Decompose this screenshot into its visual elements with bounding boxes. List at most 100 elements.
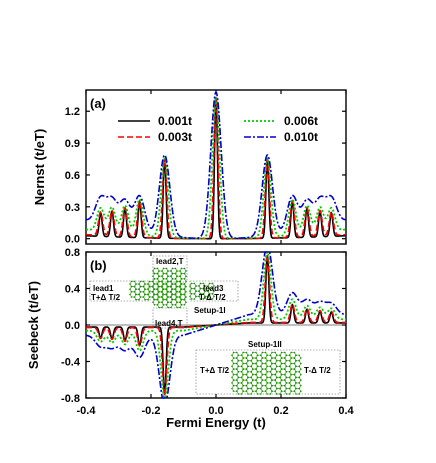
lattice-atom [274, 390, 277, 393]
lattice-atom [232, 351, 235, 354]
lattice-atom [245, 384, 248, 387]
lattice-atom [138, 283, 140, 285]
lattice-atom [180, 278, 183, 280]
lattice-atom [247, 387, 249, 390]
lattice-atom [279, 387, 281, 390]
lattice-hexagon [293, 388, 302, 395]
lattice-atom [300, 373, 302, 376]
lattice-atom [232, 368, 235, 370]
lattice-atom [264, 368, 267, 370]
lattice-atom [290, 384, 293, 387]
lattice-atom [280, 368, 283, 370]
lattice-atom [284, 379, 286, 381]
panel-b-ylabel: Seebeck (t/eT) [26, 281, 41, 369]
lattice-atom [180, 293, 183, 296]
lattice-atom [247, 393, 249, 395]
lattice-atom [242, 368, 244, 370]
lattice-atom [256, 371, 259, 373]
lattice-atom [161, 275, 163, 278]
lattice-atom [276, 393, 278, 395]
lattice-atom [300, 362, 302, 365]
lattice-atom [252, 362, 254, 365]
lattice-atom [185, 296, 187, 298]
lattice-atom [162, 283, 165, 285]
lattice-atom [156, 278, 159, 280]
lattice-atom [179, 306, 181, 309]
lattice-atom [237, 376, 240, 379]
lattice-atom [242, 379, 244, 381]
lattice-atom [199, 287, 202, 290]
lattice-atom [185, 275, 187, 278]
lattice-atom [293, 351, 296, 354]
setup-1ii-right-temp: T-Δ T/2 [304, 366, 331, 375]
legend-label-0001t: 0.001t [158, 114, 192, 128]
lattice-atom [295, 382, 297, 384]
lattice-atom [284, 373, 286, 376]
lattice-atom [193, 287, 196, 290]
setup-1ii-box [195, 349, 341, 395]
lattice-atom [193, 293, 196, 295]
lattice-atom [245, 368, 248, 370]
lattice-atom [176, 291, 178, 293]
lattice-atom [298, 382, 301, 384]
lattice-atom [158, 270, 160, 272]
lattice-atom [174, 298, 177, 301]
lattice-atom [288, 387, 291, 390]
lattice-atom [260, 371, 262, 373]
lattice-atom [202, 282, 205, 285]
lattice-atom [147, 288, 149, 291]
lattice-atom [240, 393, 243, 395]
lattice-atom [293, 390, 296, 393]
lattice-atom [179, 270, 181, 272]
lattice-atom [260, 359, 262, 362]
lattice-atom [133, 296, 136, 298]
lattice-atom [142, 296, 145, 298]
lattice-atom [213, 285, 215, 287]
lattice-atom [198, 290, 200, 293]
lattice-atom [183, 293, 186, 296]
lattice-atom [274, 373, 277, 376]
lattice-atom [129, 283, 131, 285]
lattice-atom [156, 283, 159, 285]
lattice-atom [153, 267, 156, 270]
lattice-atom [129, 293, 131, 296]
lattice-atom [255, 384, 257, 387]
setup-1i-lattice [129, 267, 215, 309]
lattice-atom [156, 298, 159, 301]
lattice-atom [202, 298, 205, 300]
lattice-atom [153, 298, 156, 301]
lattice-atom [269, 393, 272, 395]
lattice-atom [271, 357, 273, 359]
lattice-atom [266, 354, 269, 357]
lattice-atom [208, 282, 211, 285]
lattice-atom [240, 365, 243, 368]
x-tick-label: -0.4 [77, 405, 97, 417]
lattice-hexagon [236, 388, 244, 395]
lattice-atom [144, 283, 146, 285]
lattice-atom [176, 301, 178, 304]
lattice-atom [256, 393, 259, 395]
lattice-atom [165, 298, 168, 301]
lattice-atom [174, 278, 177, 280]
y-tick-label: 0.9 [65, 138, 80, 150]
lattice-atom [185, 285, 187, 288]
lattice-atom [232, 373, 235, 376]
lattice-atom [250, 359, 252, 362]
lattice-atom [237, 365, 240, 368]
lattice-atom [144, 293, 146, 296]
lattice-atom [176, 306, 178, 309]
legend-label-0003t: 0.003t [158, 130, 192, 144]
lattice-atom [174, 267, 177, 270]
panel-a-label: (a) [90, 96, 106, 111]
x-axis-label: Fermi Energy (t) [166, 415, 266, 430]
lattice-atom [171, 278, 174, 280]
lattice-atom [183, 298, 186, 301]
lattice-atom [255, 390, 257, 393]
lattice-atom [260, 387, 262, 390]
lattice-atom [250, 382, 252, 384]
lattice-atom [284, 362, 286, 365]
lattice-atom [285, 387, 288, 390]
lattice-atom [247, 359, 249, 362]
lattice-atom [295, 387, 297, 390]
lattice-atom [271, 373, 273, 376]
